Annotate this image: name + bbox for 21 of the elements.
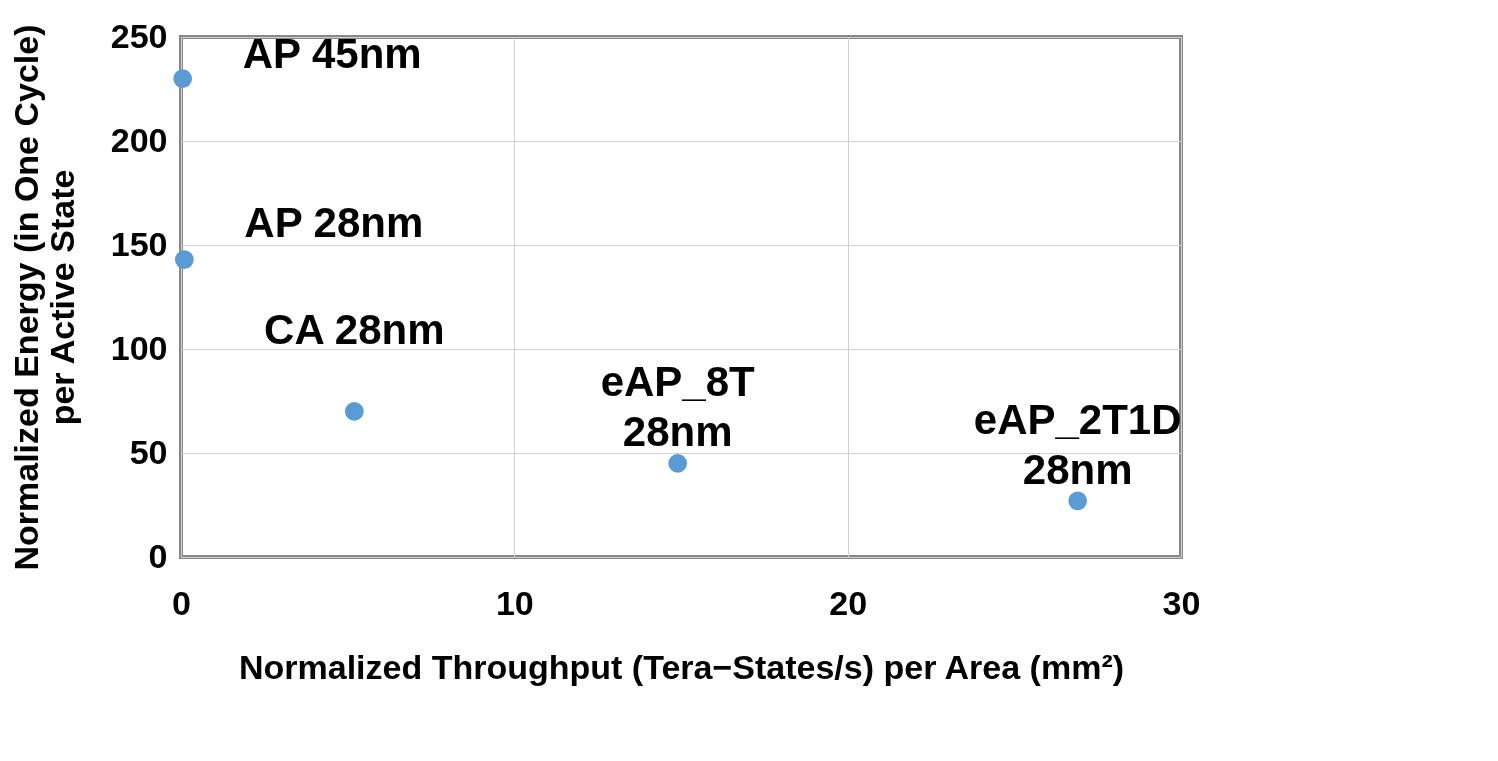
x-tick-label: 30 <box>1162 583 1201 622</box>
annotation: eAP_8T 28nm <box>600 358 756 456</box>
point <box>344 402 364 421</box>
annotation: CA 28nm <box>264 306 445 354</box>
x-tick-label: 20 <box>829 583 868 622</box>
point <box>1068 491 1088 511</box>
point <box>174 250 194 269</box>
y-tick-label: 200 <box>110 120 168 159</box>
y-tick-label: 50 <box>129 432 168 471</box>
x-tick-label: 10 <box>495 583 534 622</box>
y-tick-label: 0 <box>148 536 168 575</box>
x-axis-title: Normalized Throughput (Tera−States/s) per Area (mm²) <box>238 647 1125 686</box>
y-tick-label: 100 <box>110 328 168 367</box>
point <box>668 454 688 473</box>
annotation: AP 28nm <box>244 198 424 246</box>
annotation: AP 45nm <box>242 29 422 77</box>
y-axis-title: Normalized Energy (in One Cycle) per Active State <box>6 24 81 571</box>
point <box>173 69 193 88</box>
annotation: eAP_2T1D 28nm <box>973 395 1182 493</box>
y-tick-label: 250 <box>110 16 168 55</box>
y-tick-label: 150 <box>110 224 168 263</box>
